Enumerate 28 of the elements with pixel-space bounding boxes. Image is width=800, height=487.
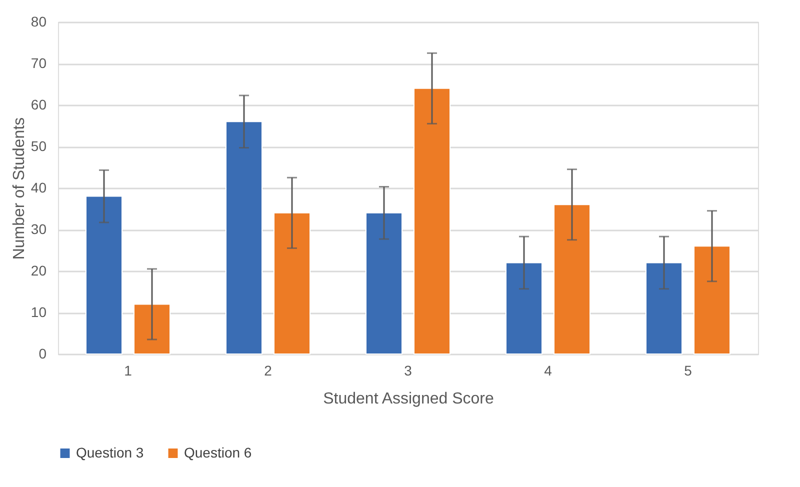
y-tick-label: 70: [30, 55, 47, 71]
bar: [226, 121, 262, 354]
bar: [86, 196, 122, 354]
y-axis-title: Number of Students: [10, 117, 28, 260]
legend-label: Question 6: [184, 444, 252, 460]
y-tick-label: 0: [38, 346, 47, 362]
y-tick-label: 60: [30, 96, 47, 112]
x-axis-title: Student Assigned Score: [323, 390, 494, 408]
y-tick-label: 10: [30, 304, 47, 320]
x-tick-label: 3: [404, 362, 412, 378]
x-tick-label: 5: [684, 362, 692, 378]
bar: [414, 88, 450, 354]
y-tick-label: 40: [30, 180, 47, 196]
bar: [274, 212, 310, 354]
y-tick-label: 20: [30, 262, 47, 278]
x-tick-label: 1: [124, 362, 132, 378]
x-tick-label: 2: [264, 362, 272, 378]
y-tick-label: 80: [30, 14, 47, 30]
bar: [134, 304, 170, 354]
legend-label: Question 3: [76, 444, 144, 460]
y-tick-label: 50: [30, 138, 47, 154]
bar: [554, 204, 590, 354]
bar: [694, 246, 730, 354]
bar: [366, 212, 402, 354]
bar: [506, 262, 542, 354]
bar: [646, 262, 682, 354]
x-tick-label: 4: [544, 362, 552, 378]
y-tick-label: 30: [30, 221, 47, 237]
